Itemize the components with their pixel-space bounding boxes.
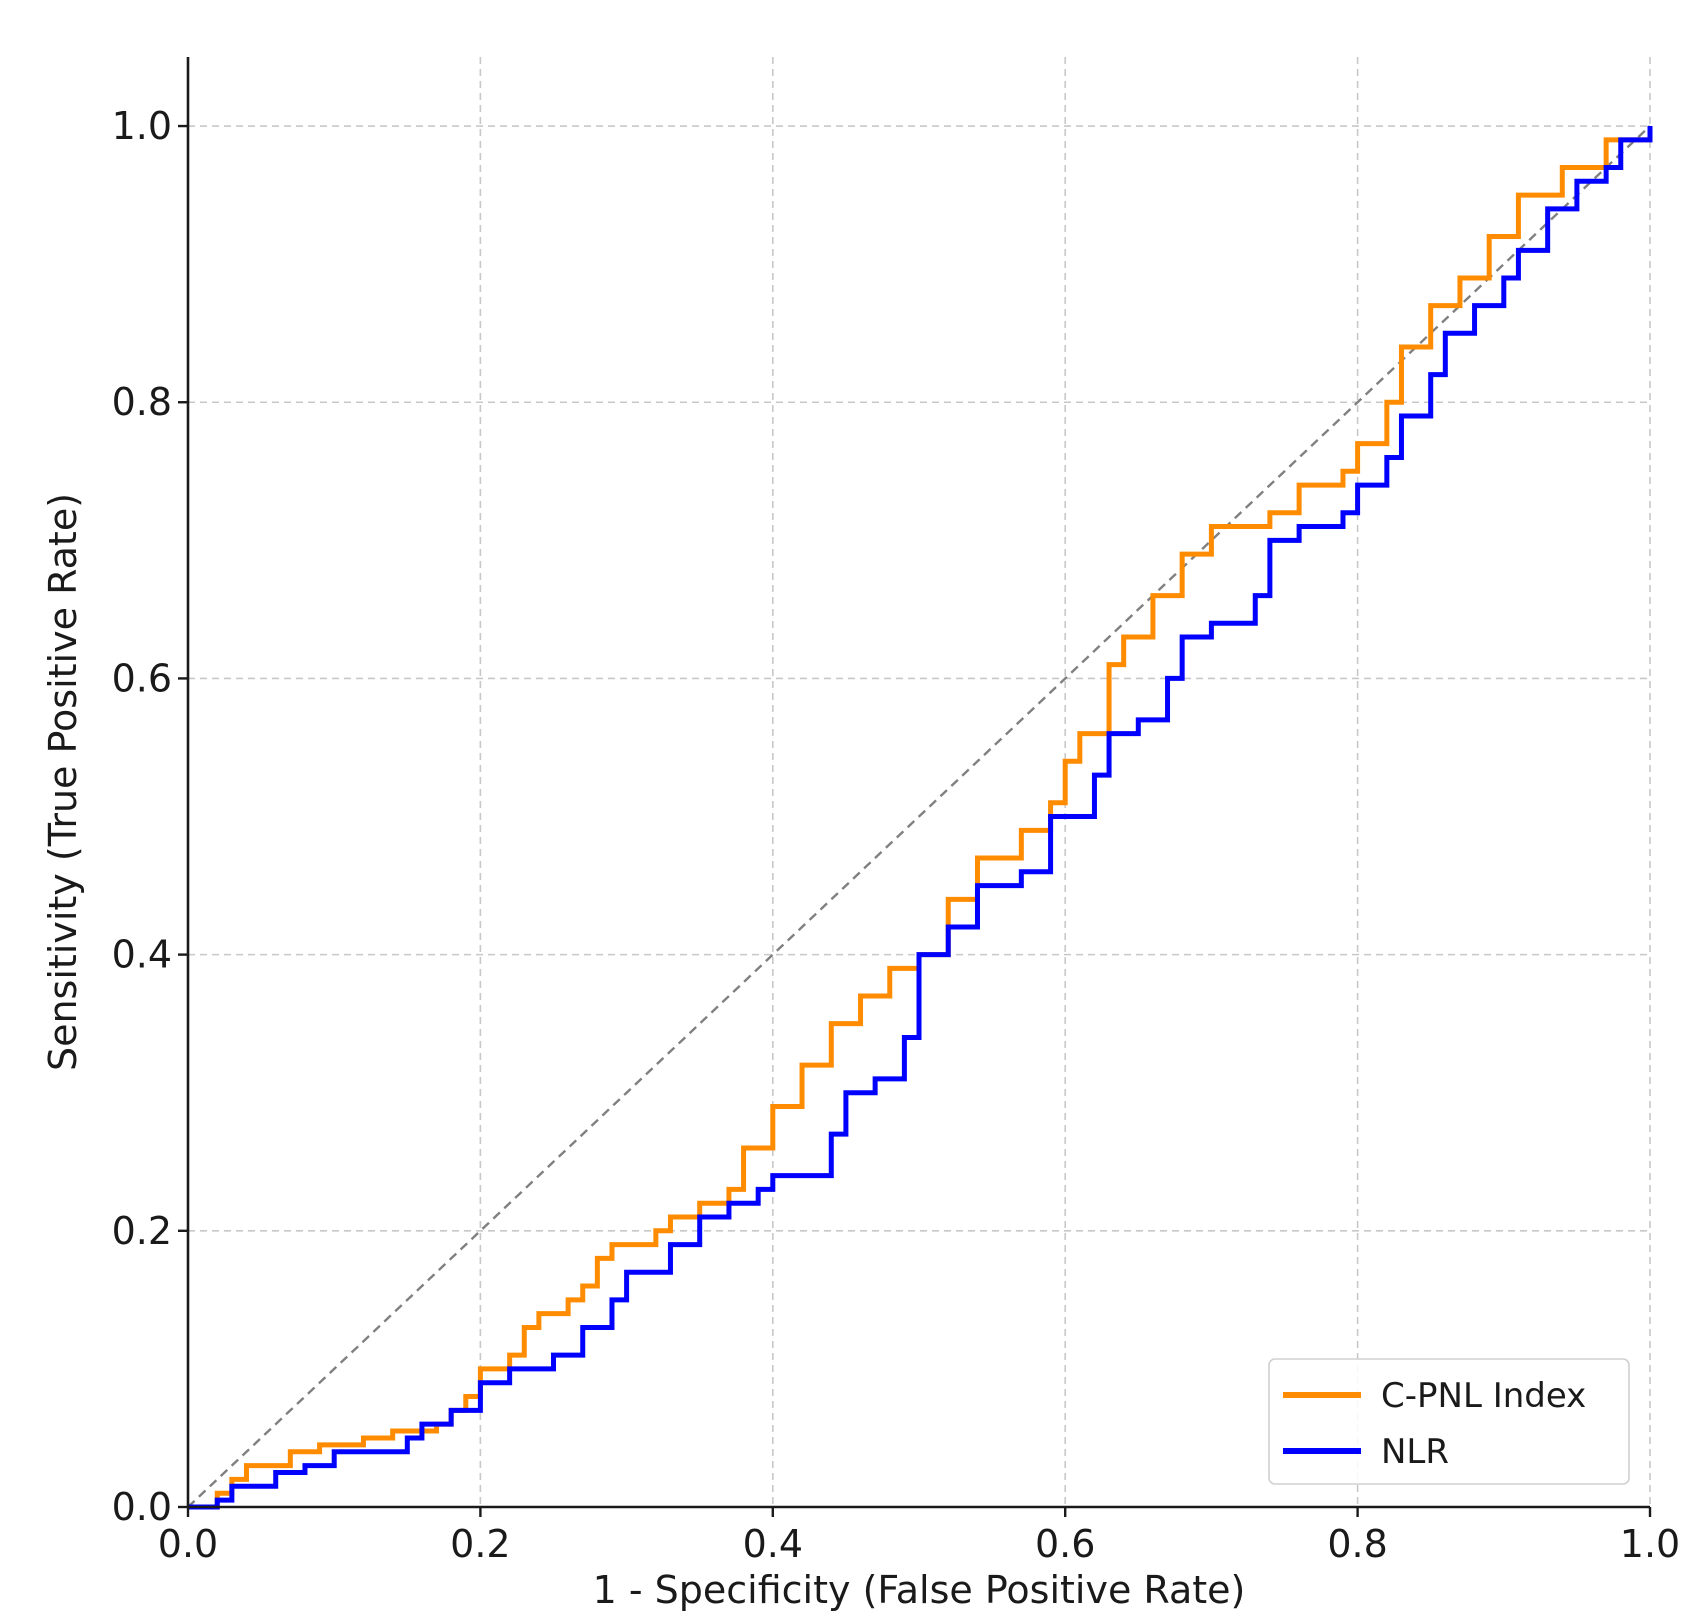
series-line-nlr bbox=[188, 126, 1653, 1510]
y-tick-label: 1.0 bbox=[112, 104, 172, 148]
y-tick-label: 0.0 bbox=[112, 1485, 172, 1529]
x-tick-label: 1.0 bbox=[1620, 1522, 1680, 1566]
series-lines bbox=[188, 126, 1653, 1510]
legend-label-c-pnl-index: C-PNL Index bbox=[1381, 1376, 1586, 1416]
chance-diagonal-line bbox=[187, 125, 1651, 1508]
x-tick-label: 0.8 bbox=[1327, 1522, 1387, 1566]
y-tick-label: 0.4 bbox=[112, 933, 172, 977]
legend: C-PNL Index NLR bbox=[1268, 1358, 1630, 1485]
grid bbox=[188, 57, 1651, 1507]
x-tick-label: 0.6 bbox=[1035, 1522, 1095, 1566]
x-ticks: 0.0 0.2 0.4 0.6 0.8 1.0 bbox=[158, 1507, 1680, 1566]
y-tick-label: 0.8 bbox=[112, 380, 172, 424]
x-tick-label: 0.2 bbox=[450, 1522, 510, 1566]
y-tick-label: 0.6 bbox=[112, 656, 172, 700]
y-tick-label: 0.2 bbox=[112, 1209, 172, 1253]
axes bbox=[186, 57, 1650, 1509]
legend-label-nlr: NLR bbox=[1381, 1432, 1449, 1472]
x-axis-title: 1 - Specificity (False Positive Rate) bbox=[593, 1568, 1246, 1612]
x-tick-label: 0.4 bbox=[743, 1522, 803, 1566]
chance-diagonal bbox=[187, 125, 1651, 1508]
y-ticks: 0.0 0.2 0.4 0.6 0.8 1.0 bbox=[112, 104, 188, 1529]
x-tick-label: 0.0 bbox=[158, 1522, 218, 1566]
y-axis-title: Sensitivity (True Positive Rate) bbox=[41, 493, 85, 1071]
